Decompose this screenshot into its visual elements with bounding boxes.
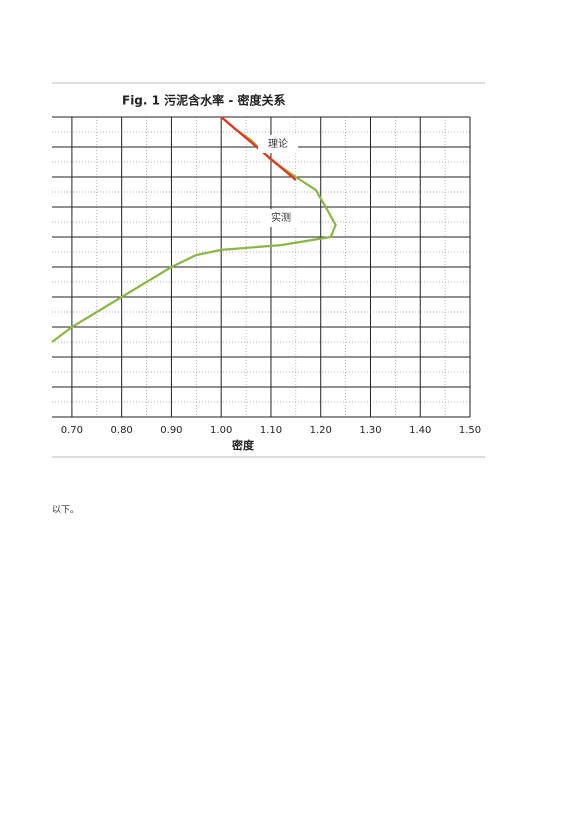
body-text: 以下。 xyxy=(52,506,79,516)
x-axis-label: 密度 xyxy=(232,438,255,452)
annotation-box xyxy=(258,135,298,153)
x-tick-label: 0.80 xyxy=(111,425,133,436)
x-tick-label: 0.70 xyxy=(61,425,83,436)
x-tick-label: 1.40 xyxy=(409,425,431,436)
series-label: 实测 xyxy=(271,211,291,224)
x-tick-label: 1.30 xyxy=(359,425,381,436)
x-tick-label: 1.00 xyxy=(210,425,232,436)
x-tick-label: 1.20 xyxy=(310,425,332,436)
x-tick-label: 1.50 xyxy=(459,425,481,436)
x-tick-label: 0.90 xyxy=(160,425,182,436)
chart-title: Fig. 1 污泥含水率 - 密度关系 xyxy=(122,93,286,108)
series-label: 理论 xyxy=(268,137,288,150)
annotation-box xyxy=(261,209,301,227)
x-tick-label: 1.10 xyxy=(260,425,282,436)
